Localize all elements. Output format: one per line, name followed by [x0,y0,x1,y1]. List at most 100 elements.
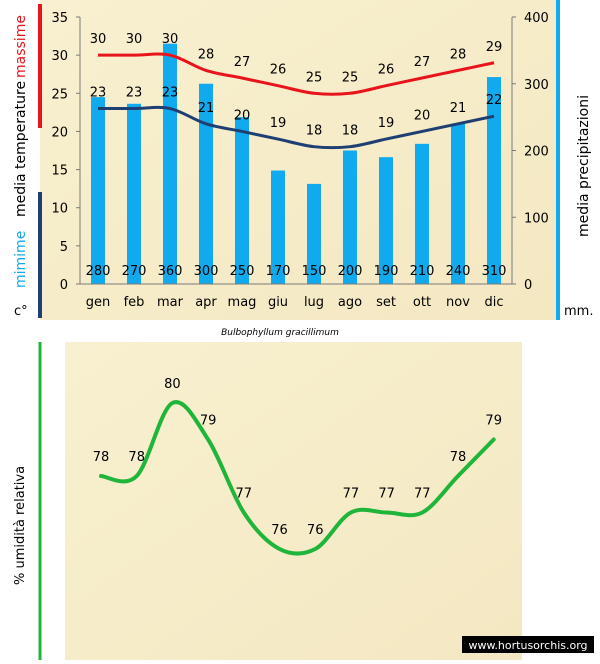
min-temp-value-label: 19 [378,116,395,131]
right-axis-unit: mm. [564,304,593,319]
max-temp-value-label: 26 [378,63,395,78]
precip-value-label: 240 [446,264,471,279]
month-label: dic [484,295,503,310]
left-tick-label: 35 [51,11,68,26]
left-axis-label-mean: media temperature [13,81,29,217]
min-temp-value-label: 22 [486,93,503,108]
humidity-value-label: 76 [271,523,288,538]
left-tick-label: 25 [51,87,68,102]
right-tick-label: 300 [524,78,549,93]
month-label: gen [86,295,111,310]
humidity-value-label: 77 [378,487,395,502]
right-tick-label: 100 [524,211,549,226]
temperature-lines [97,52,495,150]
precip-bars [91,43,501,285]
humidity-axis-label: % umidità relativa [13,466,28,585]
month-label: set [376,295,396,310]
month-label: mag [228,295,257,310]
month-label: nov [446,295,470,310]
left-tick-label: 10 [51,202,68,217]
right-tick-label: 0 [524,278,532,293]
precip-value-label: 280 [86,264,111,279]
precip-value-label: 200 [338,264,363,279]
precip-bar [163,43,177,285]
precip-bar [343,150,357,284]
species-caption: Bulbophyllum gracillimum [221,328,339,338]
precip-value-label: 250 [230,264,255,279]
max-temp-value-label: 30 [126,32,143,47]
max-temp-line [98,52,495,96]
left-tick-label: 30 [51,49,68,64]
left-tick-label: 0 [60,278,68,293]
max-temp-value-label: 27 [234,55,251,70]
humidity-value-label: 78 [450,450,467,465]
top-chart-background [40,0,558,320]
precip-value-label: 270 [122,264,147,279]
precip-value-label: 150 [302,264,327,279]
precip-bar [487,77,501,284]
right-axis-label: media precipitazioni [576,95,592,237]
min-temp-value-label: 18 [306,124,323,139]
month-label: feb [124,295,145,310]
precip-value-label: 360 [158,264,183,279]
bottom-chart-background [65,342,522,660]
humidity-value-label: 78 [93,450,110,465]
left-tick-label: 5 [60,240,68,255]
min-temp-value-label: 23 [90,86,107,101]
humidity-value-label: 79 [485,414,502,429]
precip-bar-labels: 280 270 360 300 250 170 150 200 190 210 240 310 [86,264,507,279]
humidity-value-label: 79 [200,414,217,429]
right-axis-ticks: 0 100 200 300 400 [512,11,549,293]
precip-value-label: 300 [194,264,219,279]
right-tick-label: 400 [524,11,549,26]
temperature-labels: 30 30 30 28 27 26 25 25 26 27 28 29 23 23 23 21 20 19 18 18… [90,32,503,139]
min-temp-line [97,105,495,150]
min-temp-value-label: 20 [234,108,251,123]
min-temp-value-label: 21 [450,101,467,116]
month-label: giu [268,295,288,310]
min-temp-value-label: 21 [198,101,215,116]
max-temp-value-label: 25 [342,70,359,85]
month-label: apr [195,295,217,310]
month-label: mar [157,295,184,310]
precip-bar [271,170,285,284]
humidity-line [99,400,496,556]
month-label: lug [304,295,324,310]
min-temp-value-label: 23 [162,86,179,101]
max-temp-value-label: 28 [198,47,215,62]
precip-bar [235,117,249,284]
left-axis-label-max: massime [13,15,29,78]
max-temp-value-label: 28 [450,47,467,62]
month-label: ago [338,295,362,310]
precip-value-label: 190 [374,264,399,279]
precip-bar [91,97,105,284]
precip-bar [199,83,213,284]
precip-value-label: 310 [482,264,507,279]
left-axis-unit: c° [14,304,28,319]
precip-bar [451,123,465,284]
left-tick-label: 15 [51,164,68,179]
max-temp-value-label: 30 [90,32,107,47]
humidity-value-label: 80 [164,377,181,392]
precip-bar [127,103,141,285]
watermark-background [462,636,594,653]
humidity-value-label: 77 [414,487,431,502]
min-temp-value-label: 18 [342,124,359,139]
left-axis-ticks: 0 5 10 15 20 25 30 35 [51,11,80,293]
min-temp-value-label: 19 [270,116,287,131]
precip-bar [307,183,321,284]
top-x-axis-labels: gen feb mar apr mag giu lug ago set ott nov dic [86,295,504,310]
left-axis-label-min: mimime [13,231,29,288]
humidity-labels: 78 78 80 79 77 76 76 77 77 77 78 79 [93,377,502,538]
humidity-value-label: 78 [128,450,145,465]
max-temp-value-label: 30 [162,32,179,47]
max-temp-value-label: 27 [414,55,431,70]
min-temp-value-label: 23 [126,86,143,101]
precip-value-label: 210 [410,264,435,279]
max-temp-value-label: 25 [306,70,323,85]
min-temp-value-label: 20 [414,108,431,123]
month-label: ott [413,295,431,310]
right-tick-label: 200 [524,145,549,160]
